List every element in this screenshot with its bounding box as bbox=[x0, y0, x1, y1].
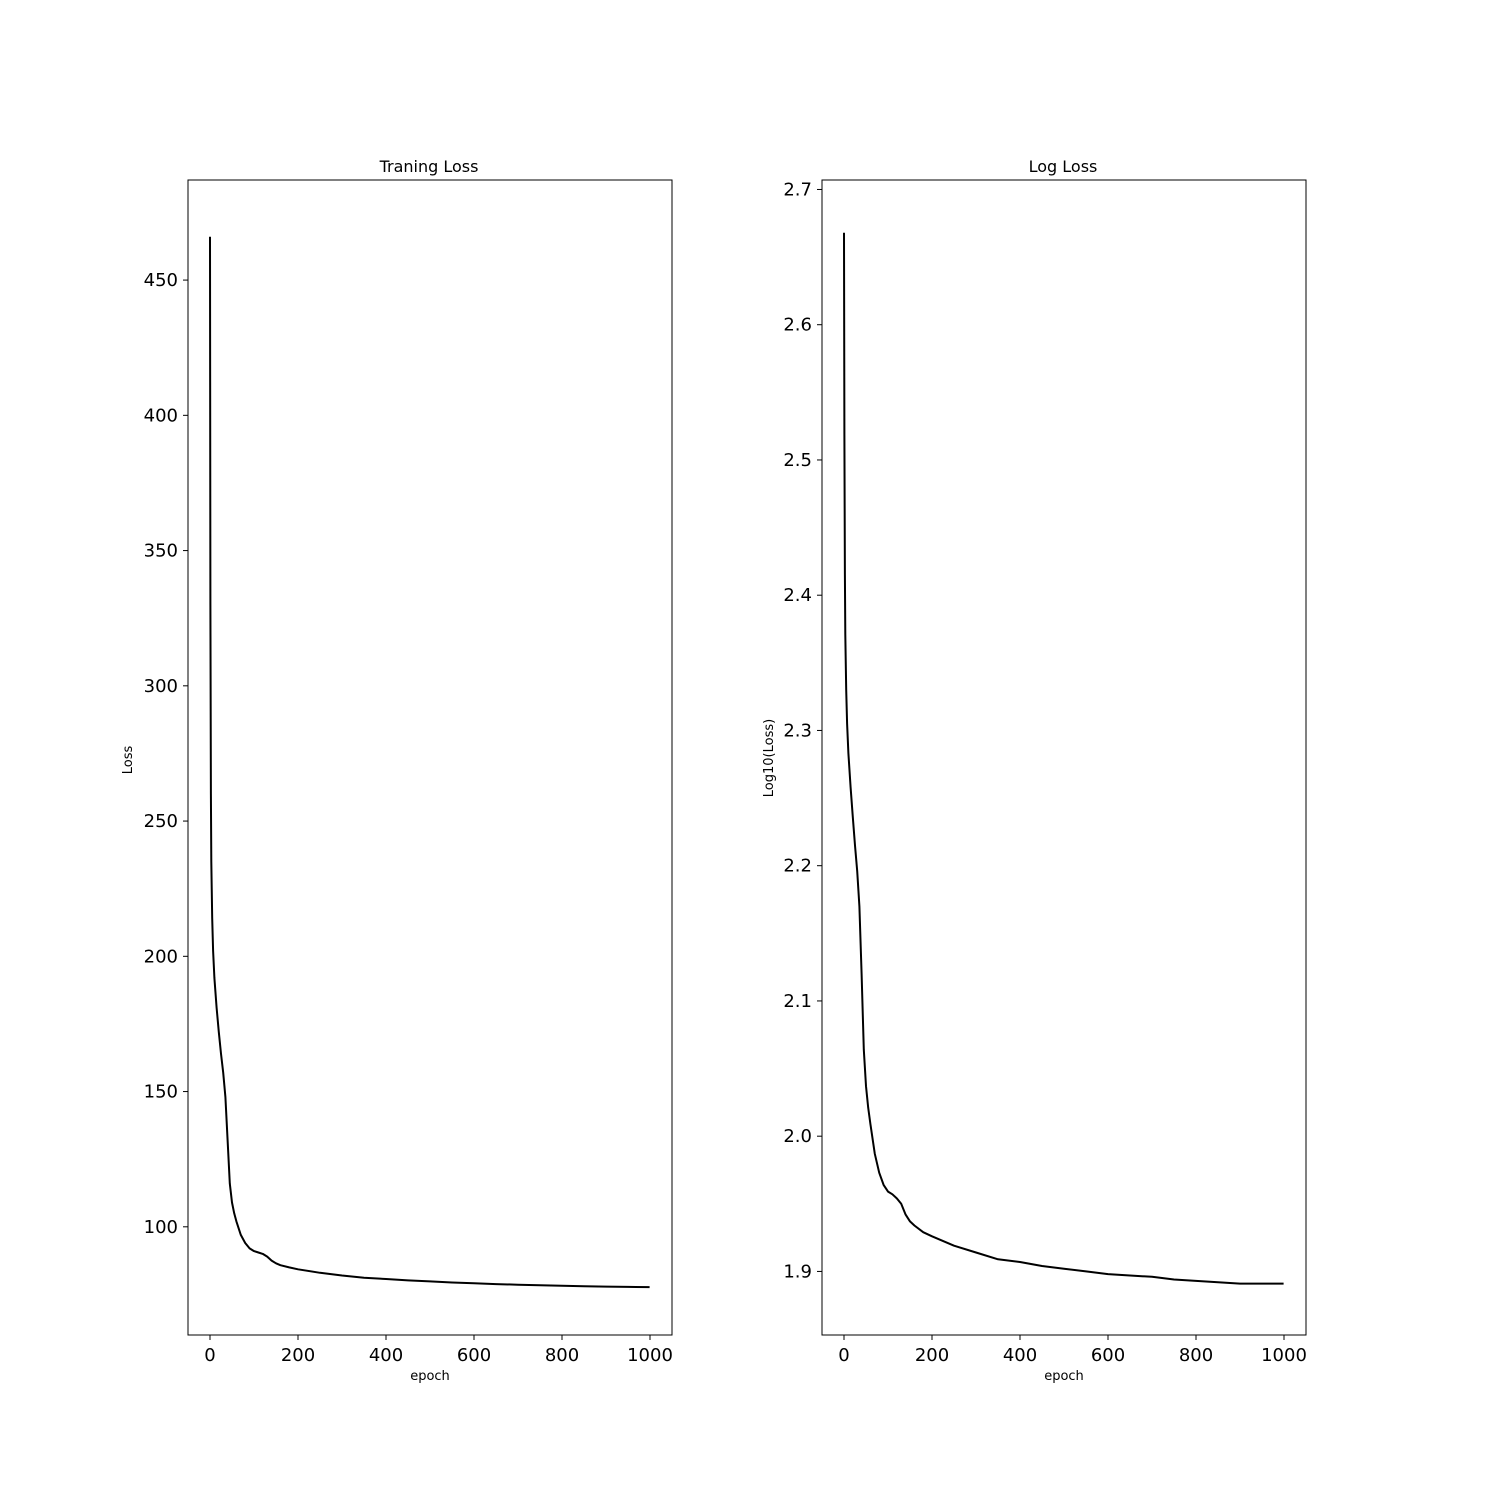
x-tick-label: 800 bbox=[1179, 1345, 1213, 1366]
x-axis-label: epoch bbox=[1044, 1369, 1084, 1384]
y-tick-label: 2.0 bbox=[783, 1126, 812, 1147]
y-tick-label: 2.5 bbox=[783, 450, 812, 471]
training-loss-panel: Traning Loss 0 200 400 600 800 1000 100 150 200 2… bbox=[121, 157, 673, 1384]
y-tick-label: 100 bbox=[144, 1217, 178, 1238]
tick-group: 0 200 400 600 800 1000 1.9 2.0 2.1 2.2 2.3 2.4 2.5 2.… bbox=[783, 179, 1307, 1366]
plot-area bbox=[209, 236, 650, 1289]
y-tick-label: 2.7 bbox=[783, 179, 812, 200]
y-tick-label: 2.6 bbox=[783, 315, 812, 336]
x-axis-label: epoch bbox=[410, 1369, 450, 1384]
x-tick-label: 200 bbox=[915, 1345, 949, 1366]
x-tick-label: 1000 bbox=[1261, 1345, 1307, 1366]
y-tick-label: 2.1 bbox=[783, 991, 812, 1012]
x-tick-label: 400 bbox=[1003, 1345, 1037, 1366]
plot-area bbox=[843, 232, 1284, 1285]
y-tick-label: 400 bbox=[144, 405, 178, 426]
x-tick-label: 800 bbox=[545, 1345, 579, 1366]
tick-group: 0 200 400 600 800 1000 100 150 200 250 300 350 400 45… bbox=[144, 270, 673, 1366]
chart-title: Log Loss bbox=[1029, 157, 1098, 176]
y-tick-label: 350 bbox=[144, 541, 178, 562]
x-tick-label: 400 bbox=[369, 1345, 403, 1366]
x-tick-label: 0 bbox=[204, 1345, 215, 1366]
x-tick-label: 600 bbox=[457, 1345, 491, 1366]
loss-series-line bbox=[209, 236, 650, 1289]
y-tick-label: 2.3 bbox=[783, 720, 812, 741]
y-tick-label: 250 bbox=[144, 811, 178, 832]
loss-series-line bbox=[843, 232, 1284, 1285]
y-tick-label: 2.2 bbox=[783, 856, 812, 877]
log-loss-panel: Log Loss 0 200 400 600 800 1000 1.9 2.0 2.1 2.2 2.… bbox=[762, 157, 1307, 1384]
y-tick-label: 1.9 bbox=[783, 1261, 812, 1282]
y-tick-label: 300 bbox=[144, 676, 178, 697]
y-tick-label: 2.4 bbox=[783, 585, 812, 606]
x-tick-label: 600 bbox=[1091, 1345, 1125, 1366]
y-tick-label: 200 bbox=[144, 946, 178, 967]
x-tick-label: 200 bbox=[281, 1345, 315, 1366]
x-tick-label: 1000 bbox=[627, 1345, 673, 1366]
x-tick-label: 0 bbox=[838, 1345, 849, 1366]
y-tick-label: 150 bbox=[144, 1082, 178, 1103]
y-tick-label: 450 bbox=[144, 270, 178, 291]
axes-frame bbox=[821, 179, 1307, 1336]
axes-frame bbox=[187, 179, 673, 1336]
y-axis-label: Log10(Loss) bbox=[762, 719, 777, 797]
chart-title: Traning Loss bbox=[379, 157, 479, 176]
y-axis-label: Loss bbox=[121, 746, 136, 775]
